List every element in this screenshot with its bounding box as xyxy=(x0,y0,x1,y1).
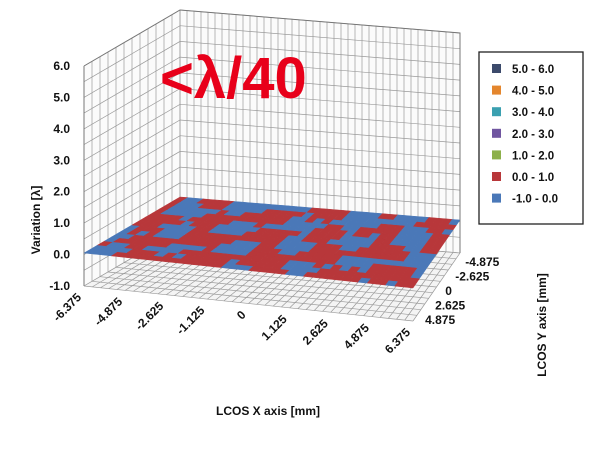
floor-gridline xyxy=(123,262,433,294)
z-tick-label: 5.0 xyxy=(53,90,70,104)
wall-horizontal-gridline xyxy=(83,72,461,130)
legend-label: 2.0 - 3.0 xyxy=(512,129,554,141)
z-tick-label: 3.0 xyxy=(53,153,70,167)
x-tick-label: 0 xyxy=(234,308,249,323)
z-axis-title: Variation [λ] xyxy=(29,186,43,255)
y-axis-title: LCOS Y axis [mm] xyxy=(535,273,549,377)
legend-swatch xyxy=(492,85,501,95)
legend: 5.0 - 6.0 4.0 - 5.0 3.0 - 4.0 2.0 - 3.0 1.0 … xyxy=(478,51,584,225)
legend-label: 0.0 - 1.0 xyxy=(512,172,554,184)
wall-horizontal-gridline xyxy=(83,135,461,193)
surface-plot xyxy=(83,196,461,289)
z-tick-label: 0.0 xyxy=(53,248,70,262)
legend-label: 5.0 - 6.0 xyxy=(512,64,554,76)
y-tick-label: 0 xyxy=(445,284,452,298)
x-tick-label: -2.625 xyxy=(132,299,166,333)
floor-gridline xyxy=(107,271,425,305)
legend-swatch xyxy=(492,107,501,117)
wall-horizontal-gridline xyxy=(83,88,461,145)
wall-horizontal-gridline xyxy=(83,151,461,208)
legend-label: 4.0 - 5.0 xyxy=(512,86,554,98)
x-tick-label: 1.125 xyxy=(259,312,290,343)
x-tick-label: 2.625 xyxy=(300,316,331,347)
wall-frame xyxy=(83,9,461,253)
y-tick-label: 4.875 xyxy=(425,313,455,327)
x-tick-label: -1.125 xyxy=(174,303,208,337)
z-tick-label: -1.0 xyxy=(49,279,70,293)
wall-horizontal-gridline xyxy=(83,41,461,98)
legend-swatch xyxy=(492,128,501,138)
legend-label: 3.0 - 4.0 xyxy=(512,107,554,119)
y-tick-label: 2.625 xyxy=(435,298,465,312)
floor-gridline xyxy=(115,266,429,299)
y-tick-label: -4.875 xyxy=(465,255,499,269)
y-tick-label: -2.625 xyxy=(455,269,489,283)
z-tick-label: 6.0 xyxy=(53,59,70,73)
surface-cell xyxy=(448,219,461,226)
legend-label: 1.0 - 2.0 xyxy=(512,150,554,162)
legend-swatch xyxy=(492,193,501,203)
floor-gridline xyxy=(99,276,421,311)
wall-horizontal-gridline xyxy=(83,56,461,114)
z-tick-label: 4.0 xyxy=(53,122,70,136)
x-tick-label: 4.875 xyxy=(341,321,372,352)
x-axis-title: LCOS X axis [mm] xyxy=(216,404,320,418)
annotation-lambda-40: <λ/40 xyxy=(160,46,307,111)
x-tick-label: 6.375 xyxy=(382,325,413,356)
x-tick-label: -6.375 xyxy=(50,290,84,324)
floor-gridline xyxy=(83,285,414,322)
x-tick-label: -4.875 xyxy=(91,294,125,328)
wall-horizontal-gridline xyxy=(83,25,461,83)
floor-gridline xyxy=(91,280,417,316)
z-tick-label: 2.0 xyxy=(53,185,70,199)
legend-label: -1.0 - 0.0 xyxy=(512,194,558,206)
wall-horizontal-gridline xyxy=(83,103,461,161)
wall-horizontal-gridline xyxy=(83,119,461,177)
z-tick-label: 1.0 xyxy=(53,216,70,230)
legend-swatch xyxy=(492,150,501,160)
wall-horizontal-gridline xyxy=(83,166,461,224)
wall-horizontal-gridline xyxy=(83,182,461,240)
legend-swatch xyxy=(492,172,501,181)
legend-swatch xyxy=(492,64,501,73)
